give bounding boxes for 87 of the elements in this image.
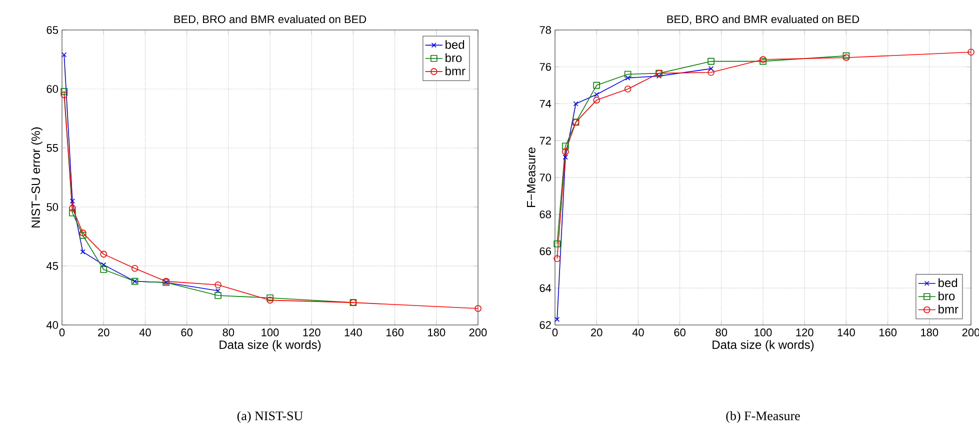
chart-title: BED, BRO and BMR evaluated on BED [667, 15, 860, 24]
point [60, 88, 68, 95]
point [69, 209, 76, 216]
text: (a) NIST-SU [237, 411, 303, 423]
y-axis-title: F−Measure [527, 148, 536, 208]
point [554, 240, 560, 248]
x-tick-label: 20 [98, 328, 110, 336]
x-tick-label: 200 [469, 328, 487, 336]
x-axis-title: Data size (k words) [712, 340, 814, 352]
point [80, 249, 86, 254]
x-tick-label: 80 [222, 328, 234, 336]
x-tick-label: 0 [59, 328, 65, 336]
x-tick-label: 0 [552, 328, 558, 336]
x-tick-label: 180 [921, 328, 938, 336]
point [100, 250, 108, 258]
x-tick-label: 160 [386, 328, 404, 336]
legend-label: bmr [938, 304, 958, 314]
point [554, 316, 560, 322]
x-axis-title: Data size (k words) [220, 340, 321, 352]
point [554, 255, 560, 262]
y-tick-label: 78 [540, 26, 551, 34]
y-tick-label: 60 [46, 85, 58, 93]
x-tick-label: 60 [674, 328, 686, 336]
point [79, 232, 86, 239]
point [573, 101, 578, 106]
point [69, 204, 76, 212]
y-tick-label: 70 [540, 174, 552, 182]
y-tick-label: 64 [540, 284, 552, 292]
point [624, 70, 632, 78]
y-tick-label: 55 [46, 144, 58, 152]
y-tick-label: 68 [540, 210, 551, 218]
y-tick-label: 62 [540, 321, 551, 329]
x-tick-label: 120 [796, 328, 814, 336]
point [60, 91, 68, 98]
x-tick-label: 100 [262, 328, 279, 336]
y-tick-label: 50 [46, 203, 58, 211]
x-tick-label: 120 [303, 328, 320, 336]
x-tick-label: 140 [344, 328, 362, 336]
y-tick-label: 45 [46, 262, 58, 270]
point [214, 292, 222, 299]
point [474, 305, 482, 312]
x-tick-label: 40 [632, 328, 644, 336]
legend-label: bed [938, 278, 958, 288]
x-tick-label: 100 [754, 328, 772, 336]
x-tick-label: 180 [428, 328, 446, 336]
point [266, 294, 274, 302]
legend-label: bro [938, 292, 955, 300]
text: (b) F-Measure [726, 411, 800, 423]
point [708, 66, 714, 72]
point [594, 92, 600, 98]
point [562, 148, 569, 156]
point [266, 296, 274, 304]
point [131, 264, 138, 272]
x-tick-label: 160 [879, 328, 897, 336]
point [562, 142, 569, 150]
y-tick-label: 76 [540, 62, 551, 71]
point [968, 48, 974, 56]
y-axis-title: NIST−SU error (%) [31, 127, 42, 228]
point [708, 68, 714, 76]
point [215, 288, 221, 294]
x-tick-label: 80 [716, 328, 728, 336]
point [624, 86, 632, 92]
point [625, 75, 630, 80]
point [100, 266, 108, 273]
point [593, 96, 600, 104]
point [214, 281, 222, 288]
point [562, 154, 568, 160]
x-tick-label: 40 [139, 328, 151, 336]
y-tick-label: 66 [540, 247, 551, 256]
point [708, 58, 714, 65]
x-tick-label: 20 [591, 328, 602, 336]
point [79, 230, 86, 236]
y-tick-label: 65 [46, 26, 58, 34]
legend-label: bed [446, 40, 464, 49]
legend-label: bmr [446, 66, 466, 76]
chart-title: BED, BRO and BMR evaluated on BED [174, 15, 366, 24]
point [593, 82, 600, 89]
point [101, 262, 106, 268]
x-tick-label: 140 [838, 328, 855, 336]
y-tick-label: 72 [540, 136, 551, 144]
point [656, 74, 662, 79]
y-tick-label: 40 [46, 321, 58, 329]
y-tick-label: 74 [540, 100, 552, 108]
legend-label: bro [446, 53, 462, 62]
point [62, 52, 67, 58]
x-tick-label: 60 [181, 328, 192, 336]
point [70, 198, 75, 204]
